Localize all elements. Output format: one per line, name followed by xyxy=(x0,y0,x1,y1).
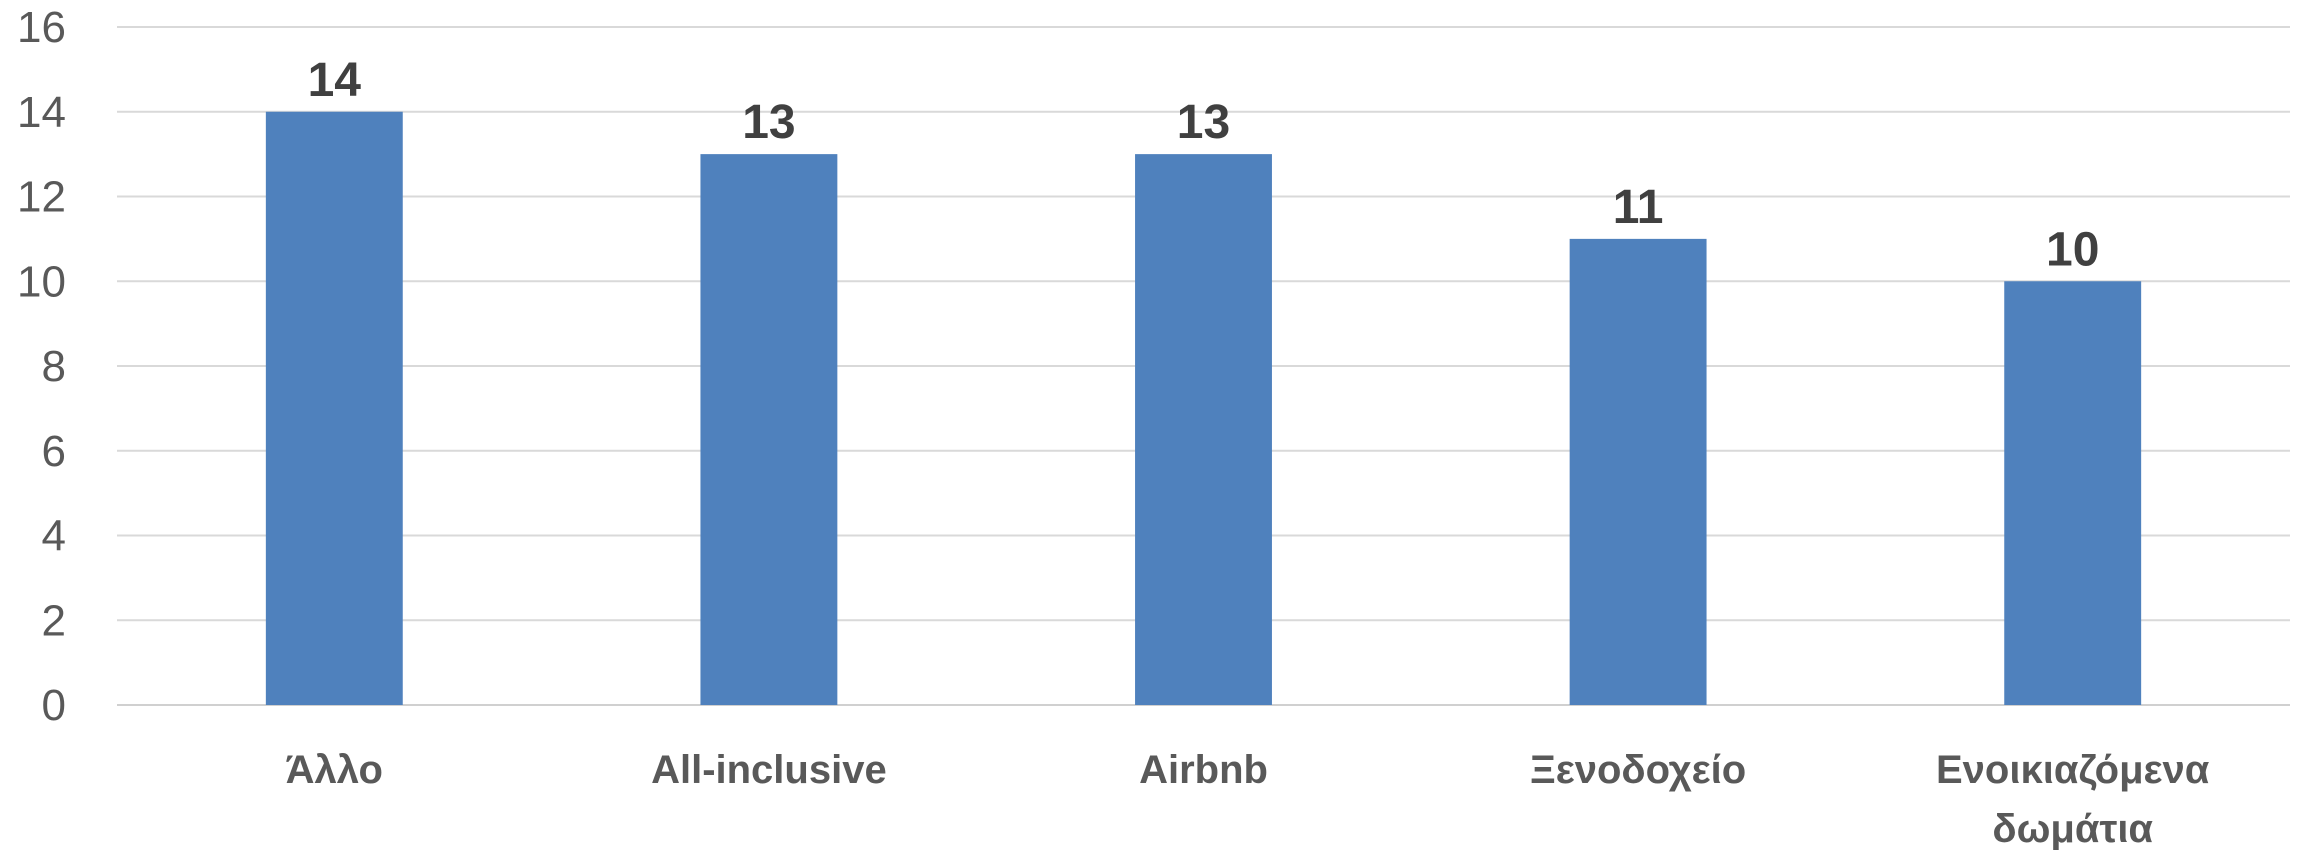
category-label: All-inclusive xyxy=(651,748,887,792)
bar xyxy=(1569,238,1707,705)
y-tick-label: 0 xyxy=(42,681,66,730)
x-axis-categories: Άλλο All-inclusive Airbnb Ξενοδοχείο Ενοικια… xyxy=(286,748,2210,851)
category-label: Airbnb xyxy=(1139,748,1268,792)
category-label: Άλλο xyxy=(286,748,383,792)
y-tick-label: 2 xyxy=(42,596,66,645)
y-tick-label: 10 xyxy=(17,257,66,306)
data-label: 10 xyxy=(2046,223,2099,276)
bar xyxy=(700,154,838,705)
category-label: Ξενοδοχείο xyxy=(1530,748,1746,792)
data-label: 13 xyxy=(1177,96,1230,149)
bar xyxy=(1135,154,1272,705)
y-tick-label: 8 xyxy=(42,342,66,391)
data-label: 13 xyxy=(742,96,795,149)
y-tick-label: 14 xyxy=(17,88,66,137)
y-tick-label: 4 xyxy=(42,512,66,561)
y-tick-label: 6 xyxy=(42,427,66,476)
data-label: 14 xyxy=(308,54,362,107)
category-label: Ενοικιαζόμενα xyxy=(1936,748,2210,792)
bars xyxy=(265,111,2142,705)
y-tick-label: 12 xyxy=(17,173,66,222)
bar xyxy=(265,111,403,705)
y-axis-ticks: 0 2 4 6 8 10 12 14 16 xyxy=(17,3,66,730)
category-label: δωμάτια xyxy=(1992,807,2153,850)
data-labels: 14 13 13 11 10 xyxy=(308,54,2100,277)
data-label: 11 xyxy=(1613,181,1664,234)
bar xyxy=(2004,281,2142,705)
y-tick-label: 16 xyxy=(17,3,66,52)
